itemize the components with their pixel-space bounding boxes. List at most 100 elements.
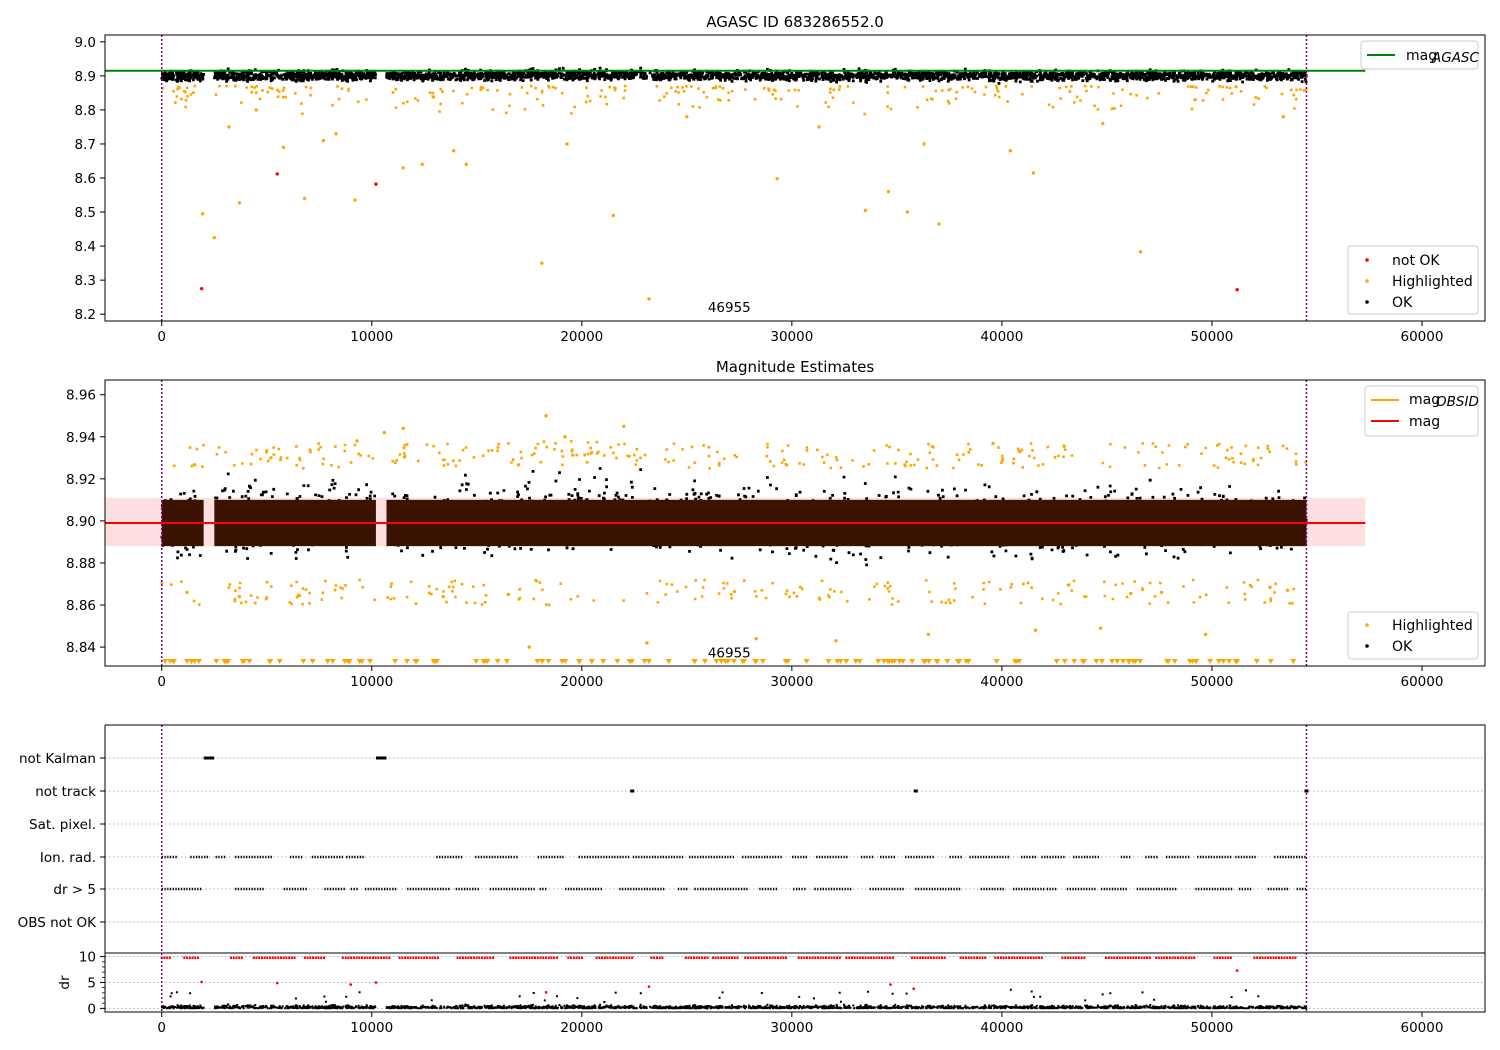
panel-1-ytick-label: 8.5	[75, 205, 96, 221]
panel-1-highlighted-point	[451, 149, 456, 153]
panel-2-ytick-label: 8.90	[66, 514, 96, 530]
panel-1-highlighted-point	[334, 132, 338, 136]
legend-panel-1-marker	[1365, 258, 1369, 262]
panel-2-title: Magnitude Estimates	[716, 358, 874, 376]
panel-4-ylabel: dr	[57, 975, 73, 990]
panel-1-highlighted-point	[464, 162, 468, 167]
panel-1-ok-points	[160, 66, 1308, 85]
panel-4-plot-area	[105, 953, 1485, 1012]
panel-1-highlighted-point	[321, 138, 326, 143]
panel-3-not-track-mark	[630, 789, 635, 793]
panel-2-highlighted-point	[834, 639, 838, 643]
panel-1-highlighted-point	[281, 145, 286, 150]
panel-2-highlighted-point	[1285, 588, 1290, 592]
panel-2-ytick-label: 8.94	[66, 430, 96, 446]
panel-2-ytick-label: 8.96	[66, 388, 96, 404]
panel-1-agasc-mag: 0 10000 20000 30000 40000 50000 60000 8.2 8.3 8.4…	[75, 34, 1486, 345]
legend-panel-2-lines	[1364, 385, 1479, 437]
panel-2-annotation: 46955	[708, 646, 751, 662]
panel-1-ytick-label: 8.6	[75, 171, 96, 187]
panel-2-highlighted-point	[1033, 628, 1038, 632]
panel-1-highlighted-point	[817, 125, 821, 129]
panel-2-highlighted-point	[382, 430, 387, 435]
legend-agasc-subscript: AGASC	[1431, 50, 1480, 66]
panel-1-xtick-label: 40000	[980, 329, 1023, 345]
panel-2-highlighted-point	[926, 632, 931, 637]
panel-1-highlighted-point	[401, 166, 405, 170]
panel-1-highlighted-cloud	[161, 84, 1308, 116]
panel-2-gap-band	[375, 497, 387, 547]
panel-2-highlighted-point	[544, 414, 548, 418]
panel-4-red-point	[912, 987, 915, 991]
panel-2-highlighted-point	[645, 641, 649, 645]
figure-title: AGASC ID 683286552.0	[706, 13, 884, 31]
panel-1-ytick-label: 8.2	[75, 307, 96, 323]
panel-4-xtick-label: 60000	[1401, 1020, 1444, 1036]
panel-4-xtick-label: 20000	[560, 1020, 603, 1036]
panel-1-highlighted-point	[420, 162, 424, 167]
panel-1-notok-point	[374, 182, 378, 186]
panel-2-highlighted-point	[754, 636, 758, 641]
panel-2-highlighted-point	[401, 426, 405, 431]
panel-1-highlighted-point	[227, 125, 231, 129]
panel-2-xtick-label: 10000	[350, 674, 393, 690]
panel-1-xtick-label: 0	[157, 329, 166, 345]
panel-4-red-point	[1235, 969, 1239, 972]
panel-2-ytick-label: 8.86	[66, 598, 96, 614]
panel-2-xtick-label: 40000	[980, 674, 1023, 690]
panel-3-category-label: OBS not OK	[18, 915, 98, 931]
panel-1-highlighted-point	[254, 108, 258, 112]
panel-3-category-label: Ion. rad.	[40, 850, 96, 866]
panel-3-category-label: not track	[35, 784, 96, 800]
panel-1-highlighted-point	[1281, 115, 1286, 119]
panel-3-not-track-mark	[913, 789, 918, 793]
panel-1-ytick-label: 8.8	[75, 103, 96, 119]
legend-panel-2-marker	[1365, 644, 1369, 648]
panel-4-dr-outliers	[169, 988, 1260, 1003]
panel-2-ytick-label: 8.84	[66, 640, 96, 656]
panel-1-highlighted-point	[1138, 250, 1143, 254]
panel-1-highlighted-point	[200, 212, 205, 216]
panel-2-gap-band	[203, 497, 215, 547]
panel-2-offscale-markers	[162, 659, 1297, 664]
panel-1-highlighted-point	[1008, 149, 1012, 153]
legend-panel-2-marker	[1365, 623, 1369, 627]
panel-2-magnitude-estimates: 0 10000 20000 30000 40000 50000 60000 8.84 8.86 8…	[66, 379, 1486, 690]
legend-panel-1	[1347, 245, 1479, 315]
panel-1-highlighted-point	[863, 208, 868, 213]
panel-1-notok-point	[199, 286, 204, 291]
panel-1-ytick-label: 8.7	[75, 137, 96, 153]
legend-panel-2-label: OK	[1392, 639, 1413, 655]
panel-2-highlighted-point	[527, 645, 531, 649]
panel-3-category-label: dr > 5	[53, 882, 96, 898]
panel-2-highlighted-point	[441, 594, 445, 599]
panel-1-xtick-label: 50000	[1190, 329, 1233, 345]
legend-mag-obsid-subscript: OBSID	[1436, 394, 1479, 410]
panel-2-ytick-label: 8.92	[66, 472, 96, 488]
panel-1-highlighted-point	[647, 297, 651, 301]
panel-1-highlighted-point	[611, 213, 616, 218]
panel-2-highlighted-point	[355, 439, 359, 443]
legend-panel-2-label: Highlighted	[1392, 618, 1473, 634]
panel-1-xtick-label: 60000	[1401, 329, 1444, 345]
legend-panel-1-marker	[1365, 300, 1369, 304]
panel-3-category-label: not Kalman	[19, 751, 96, 767]
panel-2-highlighted-point	[185, 590, 189, 595]
panel-4-xtick-label: 30000	[770, 1020, 813, 1036]
legend-panel-1-label: OK	[1392, 295, 1413, 311]
panel-1-ytick-label: 8.3	[75, 273, 96, 289]
panel-2-plot-area	[105, 380, 1366, 666]
legend-panel-2	[1347, 611, 1479, 660]
panel-4-red-point	[544, 991, 548, 994]
legend-mag-label: mag	[1409, 414, 1440, 430]
panel-2-highlighted-point	[1098, 626, 1103, 630]
panel-1-highlighted-point	[540, 261, 544, 265]
panel-1-highlighted-point	[1193, 97, 1197, 102]
panel-4-red-point	[647, 985, 651, 988]
panel-4-ytick-label: 0	[87, 1001, 96, 1017]
panel-3-category-label: Sat. pixel.	[29, 817, 96, 833]
panel-2-xtick-label: 50000	[1190, 674, 1233, 690]
panel-4-red-point	[374, 981, 378, 984]
panel-1-highlighted-point	[212, 235, 216, 240]
